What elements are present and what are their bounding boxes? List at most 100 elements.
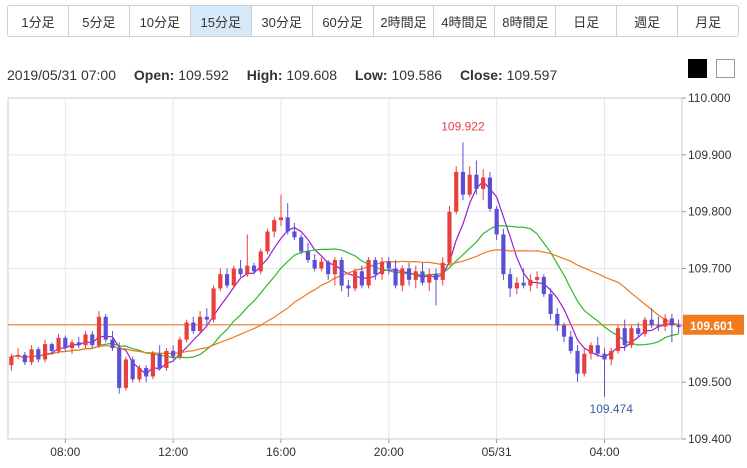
candle-body [231,268,236,286]
candle-body [137,367,142,380]
candle-body [575,350,580,374]
candle-body [636,328,641,334]
tab-timeframe-8[interactable]: 8時間足 [495,6,557,36]
y-tick-label: 109.500 [688,375,732,389]
candle-body [541,277,546,295]
candle-body [494,208,499,235]
candle-body [332,259,337,275]
candle-body [454,171,459,212]
open-label: Open: [133,67,175,83]
x-tick-label: 08:00 [50,445,80,459]
tab-timeframe-4[interactable]: 30分足 [251,6,313,36]
candle-body [312,259,317,269]
tab-timeframe-9[interactable]: 日足 [556,6,618,36]
ma-mid-line [11,225,679,359]
candle-body [339,259,344,286]
candle-body [528,279,533,286]
current-price-label: 109.601 [690,319,734,333]
candle-body [299,237,304,252]
candle-body [649,319,654,326]
x-tick-label: 04:00 [589,445,619,459]
candle-body [191,322,196,332]
candle-body [481,177,486,189]
candle-body [144,367,149,377]
candle-body [427,274,432,283]
candle-body [642,319,648,334]
high-value: 109.608 [286,67,337,83]
candle-body [22,354,27,363]
candle-body [588,345,594,354]
candle-body [420,271,425,283]
tab-timeframe-0[interactable]: 1分足 [8,6,69,36]
candle-body [130,359,135,380]
tab-timeframe-6[interactable]: 2時間足 [373,6,435,36]
tab-timeframe-2[interactable]: 10分足 [129,6,191,36]
candle-body [663,318,668,327]
close-label: Close: [459,67,503,83]
price-annotation: 109.474 [590,402,634,416]
candle-body [535,277,540,280]
candle-body [467,174,472,195]
candle-body [292,231,297,238]
candle-body [474,174,479,189]
candle-body [76,342,81,346]
candle-body [319,261,324,269]
candle-body [305,251,311,260]
candle-body [211,288,216,320]
y-tick-label: 109.400 [688,432,732,446]
candle-body [508,274,513,289]
ohlc-readout: 2019/05/31 07:00 Open: 109.592 High: 109… [7,67,557,83]
tab-timeframe-7[interactable]: 4時間足 [434,6,496,36]
x-tick-label: 16:00 [266,445,296,459]
candle-body [386,261,391,269]
candle-body [609,350,614,360]
high-label: High: [246,67,283,83]
candle-body [568,336,573,351]
tab-timeframe-10[interactable]: 週足 [617,6,679,36]
candle-body [29,349,34,363]
candle-body [49,344,54,351]
candle-body [63,337,68,349]
tab-timeframe-5[interactable]: 60分足 [312,6,374,36]
ohlc-timestamp: 2019/05/31 07:00 [7,67,116,83]
candle-body [164,350,169,368]
current-price-label-bg [683,314,744,335]
candle-body [171,350,176,357]
candle-body [110,339,115,349]
candle-body [123,359,129,388]
candle-body [198,316,203,332]
candle-body [285,217,290,232]
timeframe-tabs: 1分足 5分足 10分足 15分足 30分足 60分足 2時間足 4時間足 8時間足 日足 週足 月足 [7,5,739,37]
tab-timeframe-11[interactable]: 月足 [678,6,738,36]
candle-body [36,349,41,360]
candle-body [258,251,263,272]
light-theme-button[interactable] [716,59,735,78]
candle-body [521,282,526,286]
candle-body [669,318,674,326]
tab-timeframe-1[interactable]: 5分足 [68,6,130,36]
candle-body [413,271,418,280]
candle-body [103,316,108,340]
candle-body [69,342,75,349]
candle-body [582,353,587,374]
candle-body [676,325,681,328]
candle-body [514,282,519,289]
candle-body [278,217,284,221]
close-value: 109.597 [506,67,558,83]
candle-body [245,265,250,275]
x-tick-label: 12:00 [158,445,188,459]
candle-body [96,316,102,346]
candle-body [366,259,371,286]
y-tick-label: 109.900 [688,148,732,162]
y-tick-label: 109.800 [688,205,732,219]
dark-theme-button[interactable] [688,59,707,78]
ma-long-line [11,249,679,359]
candle-body [393,268,398,286]
candle-body [602,353,607,360]
candle-body [353,271,358,289]
candle-body [595,345,600,354]
tab-timeframe-3[interactable]: 15分足 [190,6,252,36]
candle-body [629,328,634,346]
candle-body [346,285,351,289]
